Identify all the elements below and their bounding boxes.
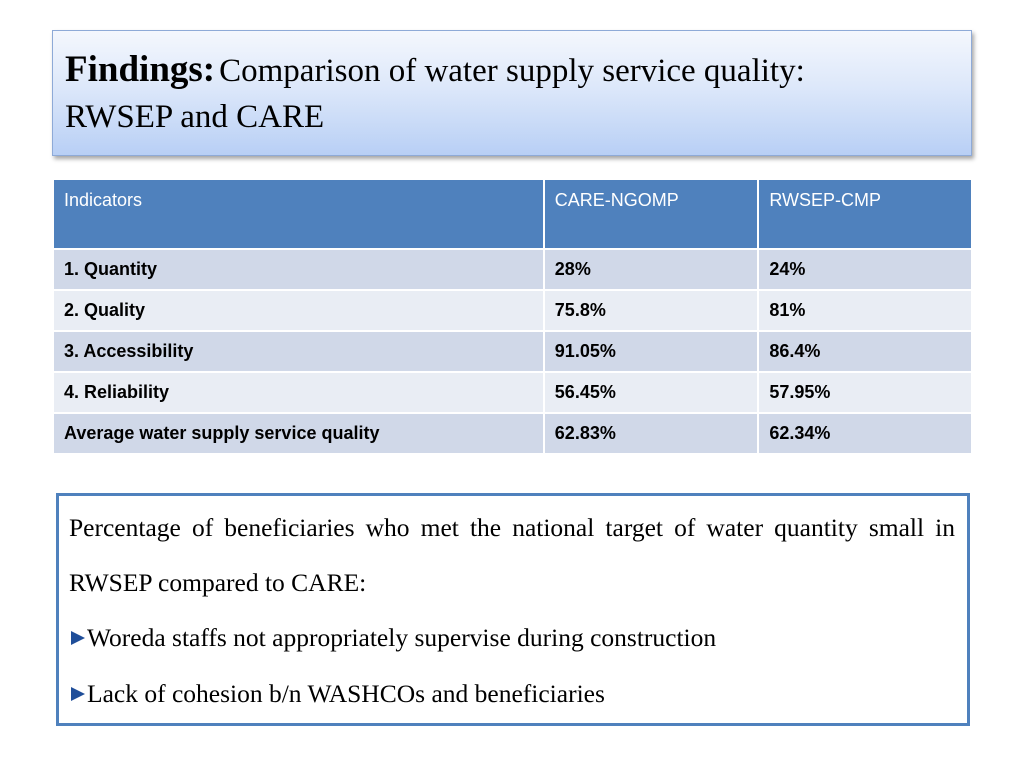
header-care-ngomp: CARE-NGOMP [542,178,760,250]
header-indicators: Indicators [52,178,545,250]
table-body: 1. Quantity 28% 24% 2. Quality 75.8% 81%… [52,248,973,455]
care-value-cell: 75.8% [542,289,760,332]
indicator-cell: 4. Reliability [52,371,545,414]
rwsep-value-cell: 24% [757,248,973,291]
comparison-table: Indicators CARE-NGOMP RWSEP-CMP 1. Quant… [52,178,973,455]
table-row: 3. Accessibility 91.05% 86.4% [52,330,973,373]
care-value-cell: 91.05% [542,330,760,373]
indicator-cell: 3. Accessibility [52,330,545,373]
care-value-cell: 56.45% [542,371,760,414]
note-bullet-text: Lack of cohesion b/n WASHCOs and benefic… [87,679,605,708]
rwsep-value-cell: 62.34% [757,412,973,455]
table-row: 2. Quality 75.8% 81% [52,289,973,332]
table-row: 4. Reliability 56.45% 57.95% [52,371,973,414]
indicator-cell: 2. Quality [52,289,545,332]
indicator-cell: 1. Quantity [52,248,545,291]
care-value-cell: 28% [542,248,760,291]
title-rest: Comparison of water supply service quali… [219,53,805,89]
title-bold: Findings: [65,49,216,90]
triangle-bullet-icon [71,687,85,701]
note-bullet: Woreda staffs not appropriately supervis… [69,610,955,666]
header-row: Indicators CARE-NGOMP RWSEP-CMP [52,178,973,250]
table-row: 1. Quantity 28% 24% [52,248,973,291]
table-header: Indicators CARE-NGOMP RWSEP-CMP [52,178,973,250]
rwsep-value-cell: 86.4% [757,330,973,373]
title-line-2: RWSEP and CARE [65,99,325,135]
note-bullet-text: Woreda staffs not appropriately supervis… [87,623,717,652]
rwsep-value-cell: 57.95% [757,371,973,414]
triangle-bullet-icon [71,631,85,645]
care-value-cell: 62.83% [542,412,760,455]
note-paragraph: Percentage of beneficiaries who met the … [69,513,955,597]
indicator-cell: Average water supply service quality [52,412,545,455]
title-line-1: Findings: Comparison of water supply ser… [65,49,959,97]
note-bullet: Lack of cohesion b/n WASHCOs and benefic… [69,666,955,722]
findings-note-box: Percentage of beneficiaries who met the … [56,493,970,726]
rwsep-value-cell: 81% [757,289,973,332]
header-rwsep-cmp: RWSEP-CMP [757,178,973,250]
title-box: Findings: Comparison of water supply ser… [52,30,972,156]
table-row: Average water supply service quality 62.… [52,412,973,455]
